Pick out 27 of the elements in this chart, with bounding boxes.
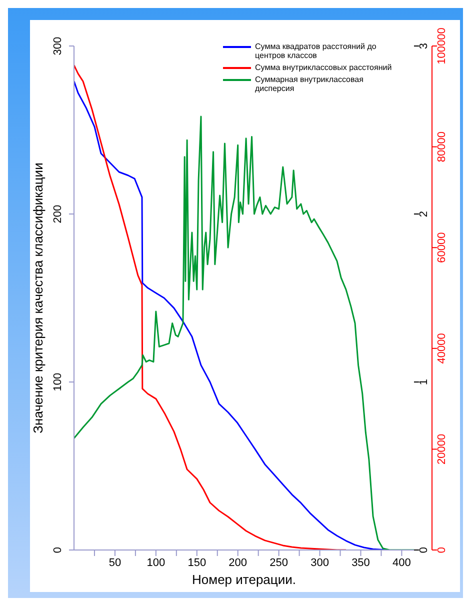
y3-tick-label: 20000 [436,434,448,464]
y2-tick-label: 0 [418,546,430,554]
y3-tick-label: 80000 [436,132,448,162]
x-tick-label: 350 [352,556,370,569]
x-tick-label: 200 [228,556,248,569]
y-tick-label: 100 [52,372,64,392]
y-tick-label: 200 [52,204,64,224]
x-tick-label: 250 [270,556,288,569]
y3-tick-label: 100000 [436,28,448,64]
y2-tick-label: 2 [418,210,430,218]
y-axis-title: Значение критерия качества классификации [30,162,46,434]
y-tick-label: 0 [52,546,64,554]
x-tick-label: 300 [310,556,329,569]
y-tick-label: 300 [52,36,64,56]
y3-tick-label: 60000 [436,232,448,263]
legend-label: Суммарная внутриклассовая дисперсия [255,75,364,93]
legend-label: Сумма квадратов расстояний до центров классов [255,42,378,60]
x-tick-label: 400 [392,556,411,569]
y3-tick-label: 0 [436,546,448,554]
y2-tick-label: 1 [418,378,430,386]
legend-label: Сумма внутриклассовых расстояний [255,63,392,72]
y3-tick-label: 40000 [436,333,448,364]
x-tick-label: 50 [108,556,122,569]
x-tick-label: 150 [188,556,206,569]
y2-tick-label: 3 [418,42,430,50]
x-axis-title: Номер итерации. [192,572,296,587]
x-tick-label: 100 [146,556,166,569]
